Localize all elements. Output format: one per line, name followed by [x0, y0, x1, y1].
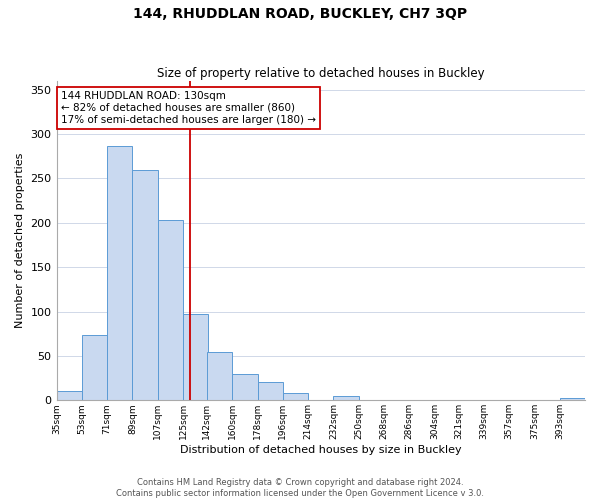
- Bar: [82, 336, 107, 400]
- Title: Size of property relative to detached houses in Buckley: Size of property relative to detached ho…: [157, 66, 485, 80]
- Bar: [334, 396, 359, 400]
- Text: 144 RHUDDLAN ROAD: 130sqm
← 82% of detached houses are smaller (860)
17% of semi: 144 RHUDDLAN ROAD: 130sqm ← 82% of detac…: [61, 92, 316, 124]
- Bar: [133, 170, 158, 400]
- Bar: [257, 382, 283, 400]
- Bar: [107, 146, 133, 400]
- Bar: [183, 314, 208, 400]
- Bar: [283, 393, 308, 400]
- Bar: [207, 352, 232, 401]
- Text: 144, RHUDDLAN ROAD, BUCKLEY, CH7 3QP: 144, RHUDDLAN ROAD, BUCKLEY, CH7 3QP: [133, 8, 467, 22]
- Bar: [232, 374, 257, 400]
- Bar: [158, 220, 183, 400]
- X-axis label: Distribution of detached houses by size in Buckley: Distribution of detached houses by size …: [180, 445, 461, 455]
- Bar: [56, 392, 82, 400]
- Y-axis label: Number of detached properties: Number of detached properties: [15, 153, 25, 328]
- Text: Contains HM Land Registry data © Crown copyright and database right 2024.
Contai: Contains HM Land Registry data © Crown c…: [116, 478, 484, 498]
- Bar: [560, 398, 585, 400]
